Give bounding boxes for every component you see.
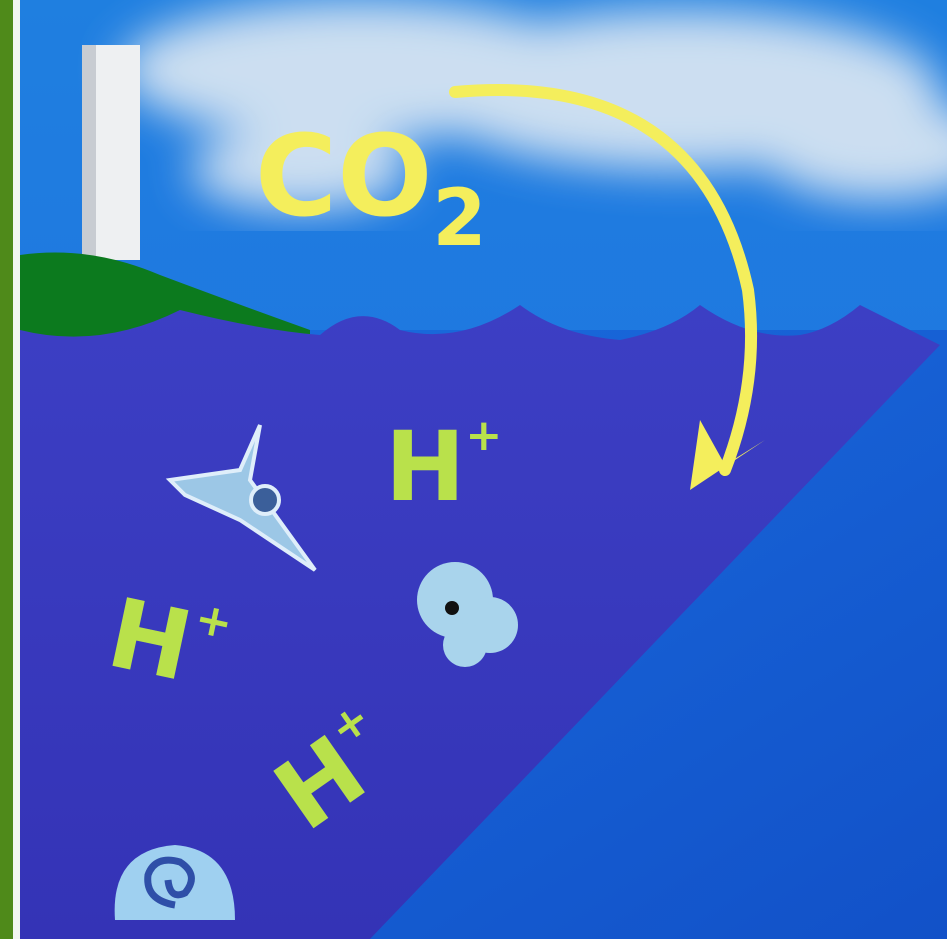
co2-subscript: 2 [432,174,486,264]
page: CO2 H+ H+ H+ (() => { const data = JSON.… [0,0,947,939]
left-edge [0,0,13,939]
ion-text: H [385,411,465,523]
smokestack-shade [82,45,96,260]
ion-charge: + [465,410,502,461]
illustration: CO2 H+ H+ H+ [0,0,947,939]
left-border [13,0,20,939]
co2-text: CO [255,112,432,242]
